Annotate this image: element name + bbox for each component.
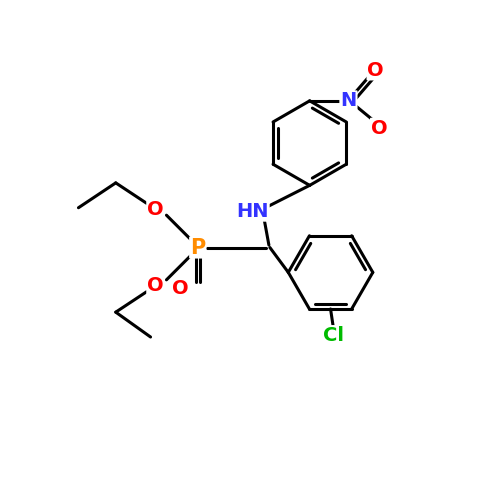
- Text: Cl: Cl: [322, 326, 344, 345]
- Text: N: N: [340, 92, 356, 110]
- Text: HN: HN: [236, 202, 268, 220]
- Text: O: O: [172, 279, 188, 298]
- Text: O: O: [371, 118, 388, 138]
- Text: O: O: [147, 276, 164, 295]
- Text: O: O: [147, 200, 164, 218]
- Text: P: P: [190, 238, 206, 258]
- Text: O: O: [368, 60, 384, 80]
